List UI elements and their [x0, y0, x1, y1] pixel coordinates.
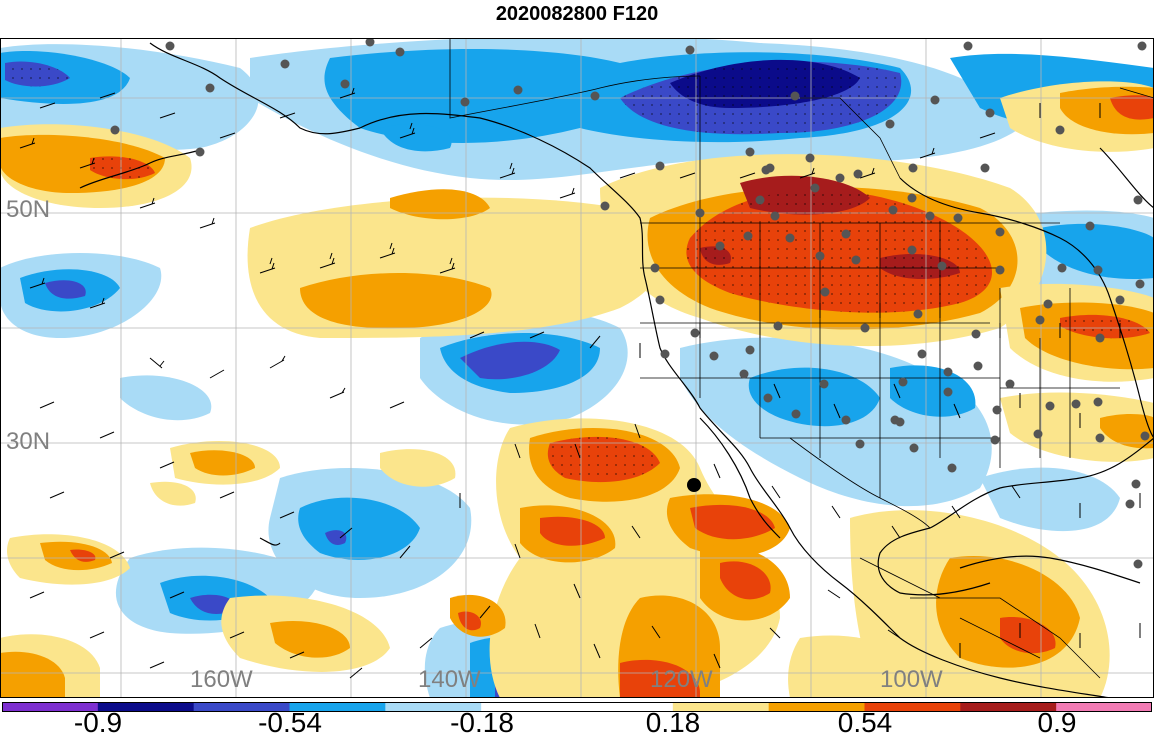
lat-label-50n: 50N	[6, 196, 51, 223]
lat-label-30n: 30N	[6, 428, 51, 455]
colorbar-label-neg0.18: -0.18	[450, 707, 514, 738]
colorbar-label-neg0.9: -0.9	[73, 707, 123, 738]
colorbar-label-neg0.54: -0.54	[258, 707, 322, 738]
lon-label-100w: 100W	[880, 666, 943, 693]
colorbar-swatch	[193, 702, 290, 712]
colorbar-swatch	[864, 702, 961, 712]
colorbar-label-0.18: 0.18	[645, 707, 701, 738]
colorbar-swatch	[97, 702, 195, 712]
wind-barbs	[19, 87, 1141, 679]
colorbar-swatch	[385, 702, 482, 712]
colorbar-swatch	[672, 702, 770, 712]
colorbar-swatch	[289, 702, 386, 712]
lon-label-160w: 160W	[190, 666, 253, 693]
station-markers	[110, 38, 1150, 569]
colorbar-swatch	[577, 702, 674, 712]
colorbar-label-0.9: 0.9	[1037, 707, 1077, 738]
lat-lon-grid	[0, 38, 1154, 698]
map-title: 2020082800 F120	[495, 3, 659, 25]
colorbar-label-0.54: 0.54	[837, 707, 893, 738]
anomaly-map	[0, 38, 1154, 698]
highlight-point	[687, 478, 701, 492]
colorbar-swatch	[481, 702, 578, 712]
colorbar	[2, 702, 1152, 712]
colorbar-swatch	[2, 702, 99, 712]
colorbar-swatch	[1056, 702, 1152, 712]
lon-label-140w: 140W	[418, 666, 481, 693]
colorbar-swatch	[960, 702, 1057, 712]
coastlines	[79, 42, 1154, 698]
colorbar-swatch	[768, 702, 865, 712]
lon-label-120w: 120W	[650, 666, 713, 693]
